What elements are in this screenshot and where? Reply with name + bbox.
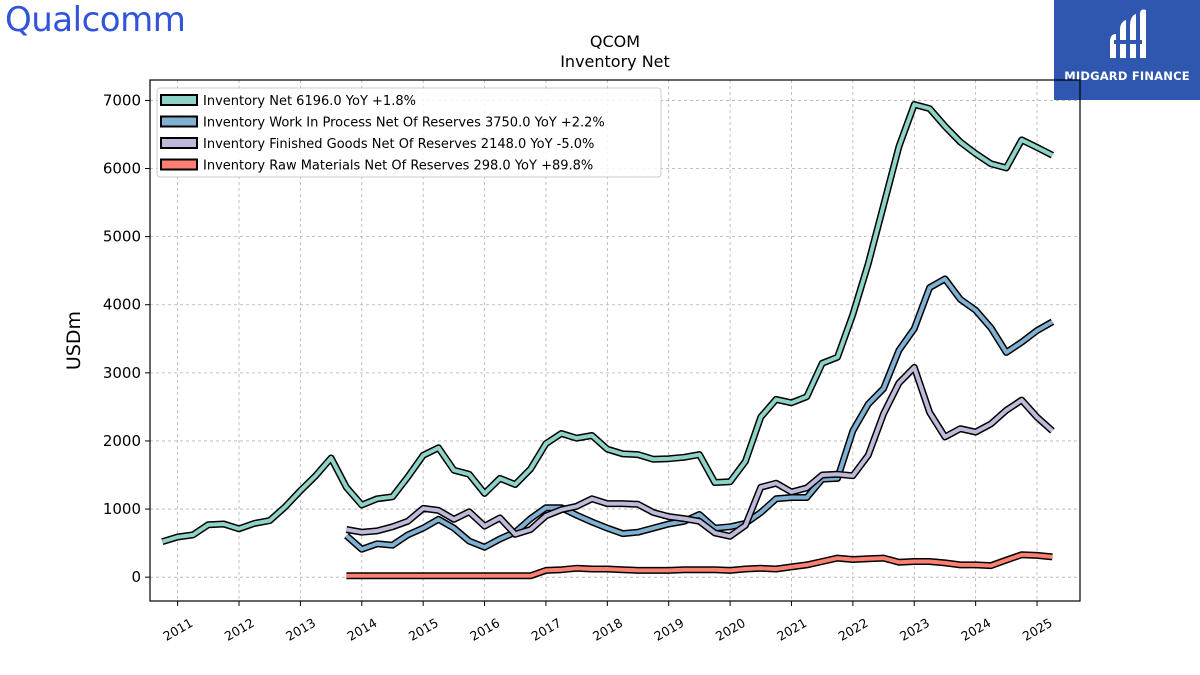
series-outline-3	[346, 551, 1053, 580]
x-tick-label: 2021	[774, 615, 809, 644]
legend-swatch-2	[160, 137, 198, 149]
legend-label-3: Inventory Raw Materials Net Of Reserves …	[203, 159, 593, 174]
chart-title: QCOM	[589, 32, 641, 51]
x-tick-label: 2023	[897, 615, 932, 644]
legend-swatch-1	[160, 115, 198, 128]
y-tick-label: 6000	[103, 160, 141, 178]
x-tick-label: 2025	[1020, 615, 1055, 644]
series-line-2	[346, 365, 1054, 539]
legend-label-1: Inventory Work In Process Net Of Reserve…	[203, 116, 605, 131]
legend-label-0: Inventory Net 6196.0 YoY +1.8%	[203, 94, 416, 109]
y-tick-label: 5000	[103, 228, 141, 246]
plot-frame	[149, 79, 1081, 602]
y-tick-label: 7000	[103, 91, 141, 109]
midgard-finance-badge: MIDGARD FINANCE	[1054, 0, 1200, 100]
x-tick-label: 2019	[651, 615, 686, 644]
legend-swatch-0	[160, 94, 198, 106]
y-axis-label: USDm	[63, 311, 85, 370]
badge-label: MIDGARD FINANCE	[1064, 69, 1190, 83]
chart-subtitle: Inventory Net	[560, 52, 670, 71]
x-tick-label: 2016	[467, 615, 502, 644]
legend-box	[156, 87, 662, 178]
series-outline-1	[344, 275, 1055, 553]
series-line-1	[345, 276, 1054, 552]
x-tick-label: 2015	[406, 615, 441, 644]
y-tick-label: 0	[131, 568, 141, 586]
series-line-3	[346, 552, 1053, 578]
y-tick-label: 4000	[103, 296, 141, 314]
y-tick-label: 3000	[103, 364, 141, 382]
x-tick-label: 2012	[222, 615, 257, 644]
legend-label-2: Inventory Finished Goods Net Of Reserves…	[203, 137, 594, 152]
legend-swatch-3	[160, 158, 198, 171]
midgard-logo-icon	[1110, 9, 1146, 58]
x-tick-label: 2011	[160, 615, 195, 644]
series-line-0	[161, 102, 1054, 544]
x-tick-label: 2017	[529, 615, 564, 644]
y-tick-label: 1000	[103, 500, 141, 518]
y-tick-label: 2000	[103, 432, 141, 450]
x-tick-label: 2020	[713, 615, 748, 644]
x-tick-label: 2024	[958, 615, 993, 644]
x-tick-label: 2018	[590, 615, 625, 644]
x-tick-label: 2013	[283, 615, 318, 644]
x-tick-label: 2022	[836, 615, 871, 644]
x-tick-label: 2014	[345, 615, 380, 644]
qualcomm-logo: Qualcomm	[5, 0, 186, 40]
